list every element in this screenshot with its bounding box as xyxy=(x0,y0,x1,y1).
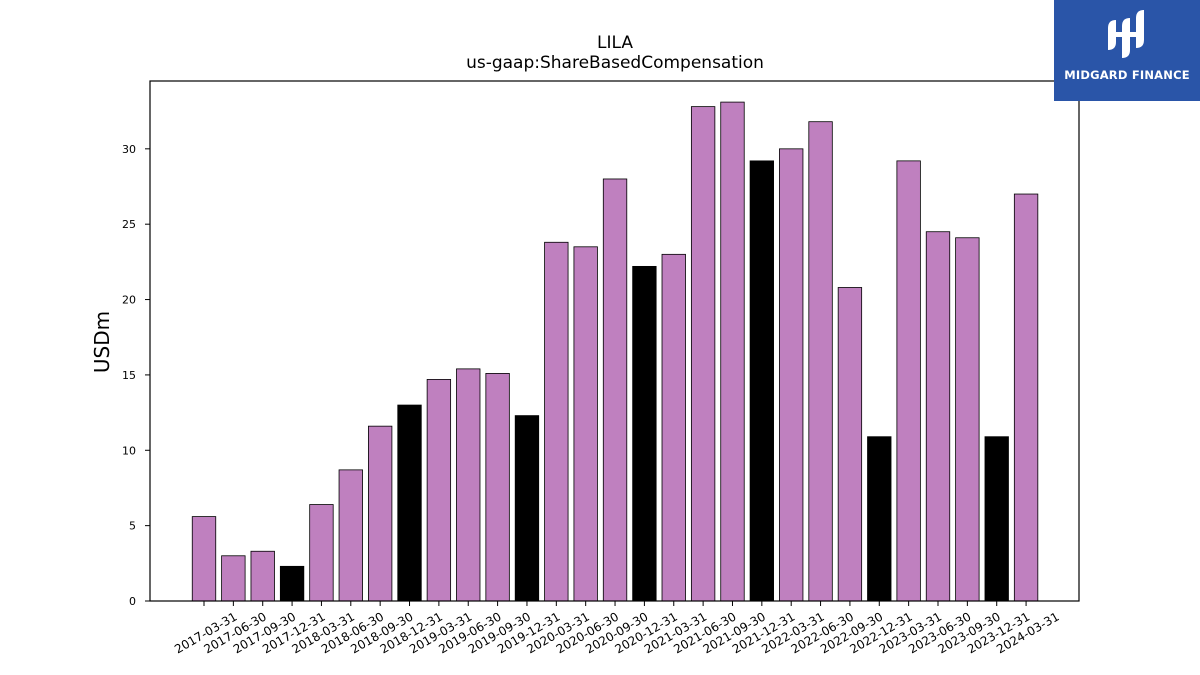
bar-2022-12-31 xyxy=(867,436,892,602)
y-tick-label: 20 xyxy=(122,294,136,307)
bar-2023-12-31 xyxy=(984,436,1009,602)
bar-2019-09-30 xyxy=(485,373,510,602)
bar-2018-03-31 xyxy=(309,504,334,602)
plot-frame xyxy=(149,80,1080,602)
bar-2020-03-31 xyxy=(544,241,569,602)
bars-group xyxy=(191,101,1039,602)
bar-2017-03-31 xyxy=(191,516,217,602)
bar-2021-12-31 xyxy=(749,160,774,602)
bar-2021-09-30 xyxy=(720,101,745,602)
bar-2018-09-30 xyxy=(368,425,393,602)
bar-2023-06-30 xyxy=(925,231,951,602)
y-tick-label: 5 xyxy=(129,520,136,533)
bar-2023-09-30 xyxy=(955,237,980,602)
bar-2019-06-30 xyxy=(456,368,481,602)
y-axis-ticks: 0 5 10 15 20 25 30 xyxy=(122,143,150,608)
bar-2019-03-31 xyxy=(426,379,452,602)
bar-2019-12-31 xyxy=(514,415,540,602)
bar-2022-06-30 xyxy=(808,121,833,602)
bar-2020-06-30 xyxy=(573,246,598,602)
x-axis-ticks: 2017-03-312017-06-302017-09-302017-12-31… xyxy=(172,601,1062,656)
bar-2020-12-31 xyxy=(632,265,657,602)
y-tick-label: 10 xyxy=(122,444,136,457)
y-tick-label: 15 xyxy=(122,369,136,382)
chart-subtitle: us-gaap:ShareBasedCompensation xyxy=(466,53,764,73)
bar-2018-06-30 xyxy=(338,469,363,602)
bar-2021-03-31 xyxy=(661,253,686,602)
y-tick-label: 0 xyxy=(129,595,136,608)
bar-2022-09-30 xyxy=(837,287,863,602)
y-tick-label: 30 xyxy=(122,143,136,156)
bar-2017-09-30 xyxy=(250,550,275,602)
brand-logo: MIDGARD FINANCE xyxy=(1054,0,1200,101)
bar-2022-03-31 xyxy=(779,148,804,602)
bar-2017-06-30 xyxy=(221,555,246,602)
bar-2020-09-30 xyxy=(602,178,628,602)
bar-2018-12-31 xyxy=(397,404,422,602)
bar-2024-03-31 xyxy=(1013,193,1039,602)
y-axis-label: USDm xyxy=(90,311,114,373)
bar-2017-12-31 xyxy=(279,565,305,602)
y-tick-label: 25 xyxy=(122,218,136,231)
brand-name: MIDGARD FINANCE xyxy=(1064,68,1190,82)
chart-title: LILA xyxy=(597,33,633,53)
bar-2023-03-31 xyxy=(896,160,921,602)
bar-2021-06-30 xyxy=(690,106,716,602)
midgard-logo-icon xyxy=(1108,10,1144,58)
